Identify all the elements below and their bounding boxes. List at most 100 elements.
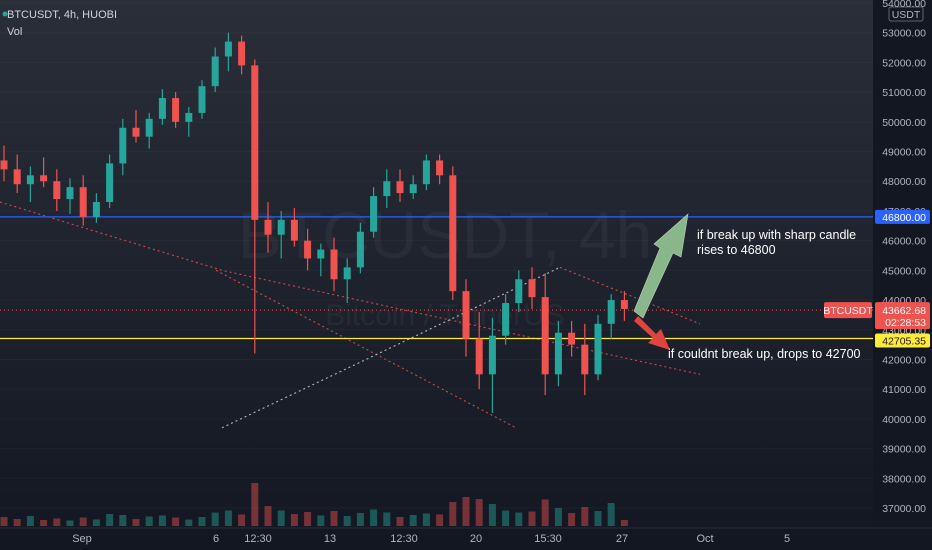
last-price-tag-bg [875, 302, 930, 330]
volume-bar [79, 517, 87, 526]
annotation-up-line2: rises to 46800 [697, 243, 776, 257]
price-tick-label: 40000.00 [882, 414, 926, 426]
candle [66, 178, 74, 214]
candle [198, 80, 206, 119]
candle [370, 187, 378, 238]
candle [568, 320, 576, 357]
volume-bar [304, 512, 312, 526]
last-price-value: 43662.68 [882, 305, 926, 317]
price-axis[interactable]: USDT 37000.00 38000.00 39000.00 40000.00 410… [823, 0, 932, 528]
resistance-price-tag-bg [875, 209, 930, 224]
volume-bar [462, 497, 470, 526]
candle-body [198, 86, 206, 113]
volume-bar [343, 516, 351, 526]
time-tick-label: Oct [696, 533, 713, 545]
candle [79, 175, 87, 226]
time-tick-label: 27 [616, 533, 628, 545]
candle-body [568, 332, 576, 345]
time-tick-labels: Sep 6 12:30 13 12:30 20 15:30 27 Oct 5 [72, 533, 790, 545]
volume-bar [106, 514, 114, 526]
volume-bar [145, 516, 153, 526]
candle [158, 89, 166, 125]
volume-bar [475, 499, 483, 526]
watermark-sub: Bitcoin / TetherUS [325, 299, 565, 332]
volume-bar [224, 510, 232, 526]
volume-bar [436, 514, 444, 526]
candle-body [607, 300, 615, 324]
indicator-label: Vol [7, 26, 22, 38]
channel-top-line [559, 266, 701, 325]
descending-support-line [215, 269, 517, 429]
down-arrow-icon [634, 316, 670, 350]
volume-bar [158, 515, 166, 526]
annotation-down: if couldnt break up, drops to 42700 [668, 347, 861, 361]
candle [330, 237, 338, 292]
time-tick-label: 20 [470, 533, 482, 545]
candle [541, 273, 549, 396]
symbol-watermark: BTCUSDT, 4h Bitcoin / TetherUS [238, 198, 652, 332]
volume-bar [251, 483, 259, 526]
scenario-arrows [633, 213, 689, 350]
price-tick-label: 49000.00 [882, 147, 926, 159]
volume-bar [40, 520, 48, 526]
time-axis[interactable]: Sep 6 12:30 13 12:30 20 15:30 27 Oct 5 [0, 527, 932, 550]
symbol-title: BTCUSDT, 4h, HUOBI [7, 9, 117, 21]
price-tick-label: 42000.00 [882, 354, 926, 366]
volume-bar [26, 516, 34, 526]
candle-body [185, 112, 193, 122]
volume-bar [594, 511, 602, 526]
volume-bar [515, 512, 523, 526]
watermark-main: BTCUSDT, 4h [238, 198, 652, 272]
support-price-tag-bg [875, 333, 930, 348]
currency-badge[interactable] [888, 6, 924, 22]
candle [396, 169, 404, 203]
volume-bar [0, 517, 8, 526]
candle [607, 294, 615, 339]
horizontal-levels [0, 216, 873, 340]
up-arrow-icon [633, 213, 689, 319]
candle [238, 35, 246, 75]
candle [185, 106, 193, 137]
volume-bar [185, 519, 193, 526]
volume-bar [488, 504, 496, 526]
volume-bar [568, 513, 576, 526]
candle-body [317, 249, 325, 259]
price-tick-label: 45000.00 [882, 265, 926, 277]
volume-bar [211, 512, 219, 526]
candle [132, 109, 140, 143]
candle [92, 193, 100, 223]
candle-body [211, 56, 219, 87]
candle-body [343, 267, 351, 280]
candle [383, 169, 391, 208]
candle-body [66, 187, 74, 200]
volume-bar [92, 519, 100, 526]
volume-bar [581, 507, 589, 526]
candle [528, 267, 536, 309]
candle-body [620, 300, 628, 309]
price-axis-panel [873, 0, 932, 528]
candle-body [40, 175, 48, 182]
price-tick-label: 50000.00 [882, 117, 926, 129]
time-tick-label: 12:30 [390, 533, 418, 545]
volume-bar [541, 499, 549, 526]
annotations: if break up with sharp candle rises to 4… [668, 228, 861, 361]
candle-body [436, 160, 444, 176]
candle-body [488, 335, 496, 375]
candle [251, 59, 259, 354]
candle [462, 279, 470, 357]
candle-body [13, 169, 21, 185]
candle-body [462, 291, 470, 339]
price-tick-label: 53000.00 [882, 28, 926, 40]
candle-body [383, 181, 391, 197]
candle [172, 92, 180, 128]
candle [594, 314, 602, 381]
candle [554, 320, 562, 387]
candle-body [502, 303, 510, 336]
candle [277, 210, 285, 259]
symbol-tag: BTCUSDT [823, 305, 873, 317]
symbol-tag-bg [824, 302, 872, 319]
time-tick-label: Sep [72, 533, 92, 545]
volume-bar [264, 506, 272, 526]
